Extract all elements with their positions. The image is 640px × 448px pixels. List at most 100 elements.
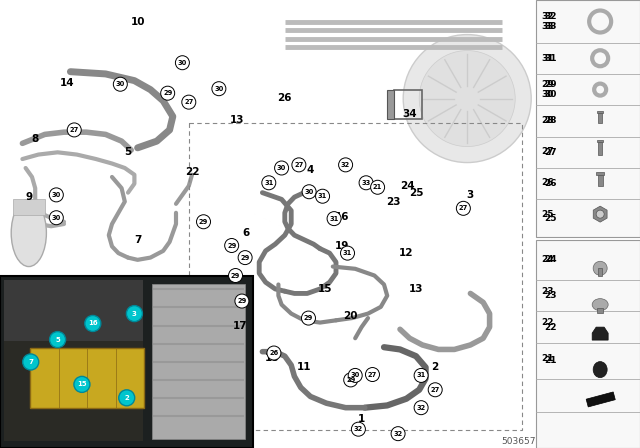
Circle shape [23, 354, 38, 370]
Text: 10: 10 [131, 17, 145, 27]
Text: 30: 30 [305, 189, 314, 195]
Text: 26: 26 [541, 178, 554, 187]
Text: 29: 29 [231, 272, 240, 279]
Text: 27: 27 [294, 162, 303, 168]
Circle shape [596, 210, 604, 218]
Text: 31: 31 [330, 215, 339, 222]
Bar [597, 140, 604, 142]
Text: 22: 22 [185, 168, 199, 177]
Text: 24: 24 [541, 255, 554, 264]
Circle shape [340, 246, 355, 260]
Text: 25: 25 [541, 210, 554, 219]
Text: 2: 2 [124, 395, 129, 401]
Circle shape [113, 77, 127, 91]
Text: 26: 26 [278, 93, 292, 103]
Text: 9: 9 [25, 192, 33, 202]
Text: 3: 3 [132, 310, 137, 317]
Text: 34: 34 [403, 109, 417, 119]
Text: 30: 30 [52, 215, 61, 221]
Circle shape [414, 368, 428, 383]
Circle shape [50, 332, 65, 348]
Circle shape [348, 368, 362, 383]
Text: 13: 13 [409, 284, 423, 294]
Circle shape [327, 211, 341, 226]
Text: 7: 7 [28, 359, 33, 365]
Bar [13, 199, 45, 215]
Circle shape [119, 390, 135, 406]
Text: 31: 31 [264, 180, 273, 186]
Text: 24: 24 [544, 255, 557, 264]
Text: 7: 7 [134, 235, 141, 245]
Circle shape [74, 376, 90, 392]
Text: 5: 5 [124, 147, 132, 157]
Text: 12: 12 [399, 248, 413, 258]
Circle shape [228, 268, 243, 283]
Bar [598, 175, 603, 186]
Text: 31: 31 [541, 54, 554, 63]
Text: 15: 15 [77, 381, 87, 388]
Circle shape [339, 158, 353, 172]
Text: 17: 17 [233, 321, 247, 331]
Bar [0, 0, 535, 448]
Bar [152, 284, 245, 439]
Bar [387, 90, 394, 119]
Text: 30: 30 [277, 165, 286, 171]
Text: 27: 27 [544, 148, 557, 157]
Text: 32: 32 [394, 431, 403, 437]
Text: 29: 29 [163, 90, 172, 96]
Text: 5: 5 [55, 336, 60, 343]
Bar [586, 392, 615, 407]
Circle shape [344, 373, 358, 387]
Ellipse shape [11, 199, 46, 267]
Bar [597, 308, 603, 313]
Text: 21: 21 [541, 354, 554, 363]
Text: 32: 32 [417, 405, 426, 411]
Circle shape [49, 188, 63, 202]
Circle shape [67, 123, 81, 137]
Bar [30, 348, 144, 408]
Text: 32: 32 [354, 426, 363, 432]
Bar [596, 172, 604, 175]
Circle shape [316, 189, 330, 203]
Text: 29: 29 [227, 242, 236, 249]
Text: 18: 18 [265, 353, 279, 363]
Text: 31: 31 [343, 250, 352, 256]
Text: 25: 25 [544, 214, 557, 223]
Text: 13: 13 [230, 115, 244, 125]
Bar [598, 268, 602, 276]
Text: 32
33: 32 33 [544, 12, 557, 31]
Polygon shape [592, 327, 608, 340]
Text: 33: 33 [362, 180, 371, 186]
Text: 29: 29 [304, 315, 313, 321]
Text: 16: 16 [335, 212, 349, 222]
Ellipse shape [593, 362, 607, 378]
Text: 27: 27 [70, 127, 79, 133]
Text: 19: 19 [335, 241, 349, 251]
Circle shape [238, 250, 252, 265]
Circle shape [428, 383, 442, 397]
Text: 29: 29 [199, 219, 208, 225]
Text: 28: 28 [544, 116, 557, 125]
Text: 14: 14 [60, 78, 74, 88]
Polygon shape [593, 206, 607, 222]
Text: 29: 29 [241, 254, 250, 261]
Text: 1: 1 [358, 414, 365, 424]
Text: 22: 22 [544, 323, 557, 332]
Text: 6: 6 [243, 228, 250, 238]
Bar [598, 142, 602, 155]
Text: 22: 22 [541, 318, 554, 327]
Text: 27: 27 [541, 147, 554, 156]
Text: 25: 25 [409, 188, 423, 198]
Text: 16: 16 [88, 320, 98, 327]
Circle shape [371, 180, 385, 194]
Circle shape [419, 51, 515, 146]
Circle shape [267, 346, 281, 360]
Text: 31: 31 [544, 54, 557, 63]
Text: 29
30: 29 30 [544, 80, 557, 99]
Circle shape [351, 422, 365, 436]
Circle shape [391, 426, 405, 441]
Bar [4, 280, 143, 357]
Circle shape [414, 401, 428, 415]
Text: 30: 30 [351, 372, 360, 379]
Circle shape [225, 238, 239, 253]
